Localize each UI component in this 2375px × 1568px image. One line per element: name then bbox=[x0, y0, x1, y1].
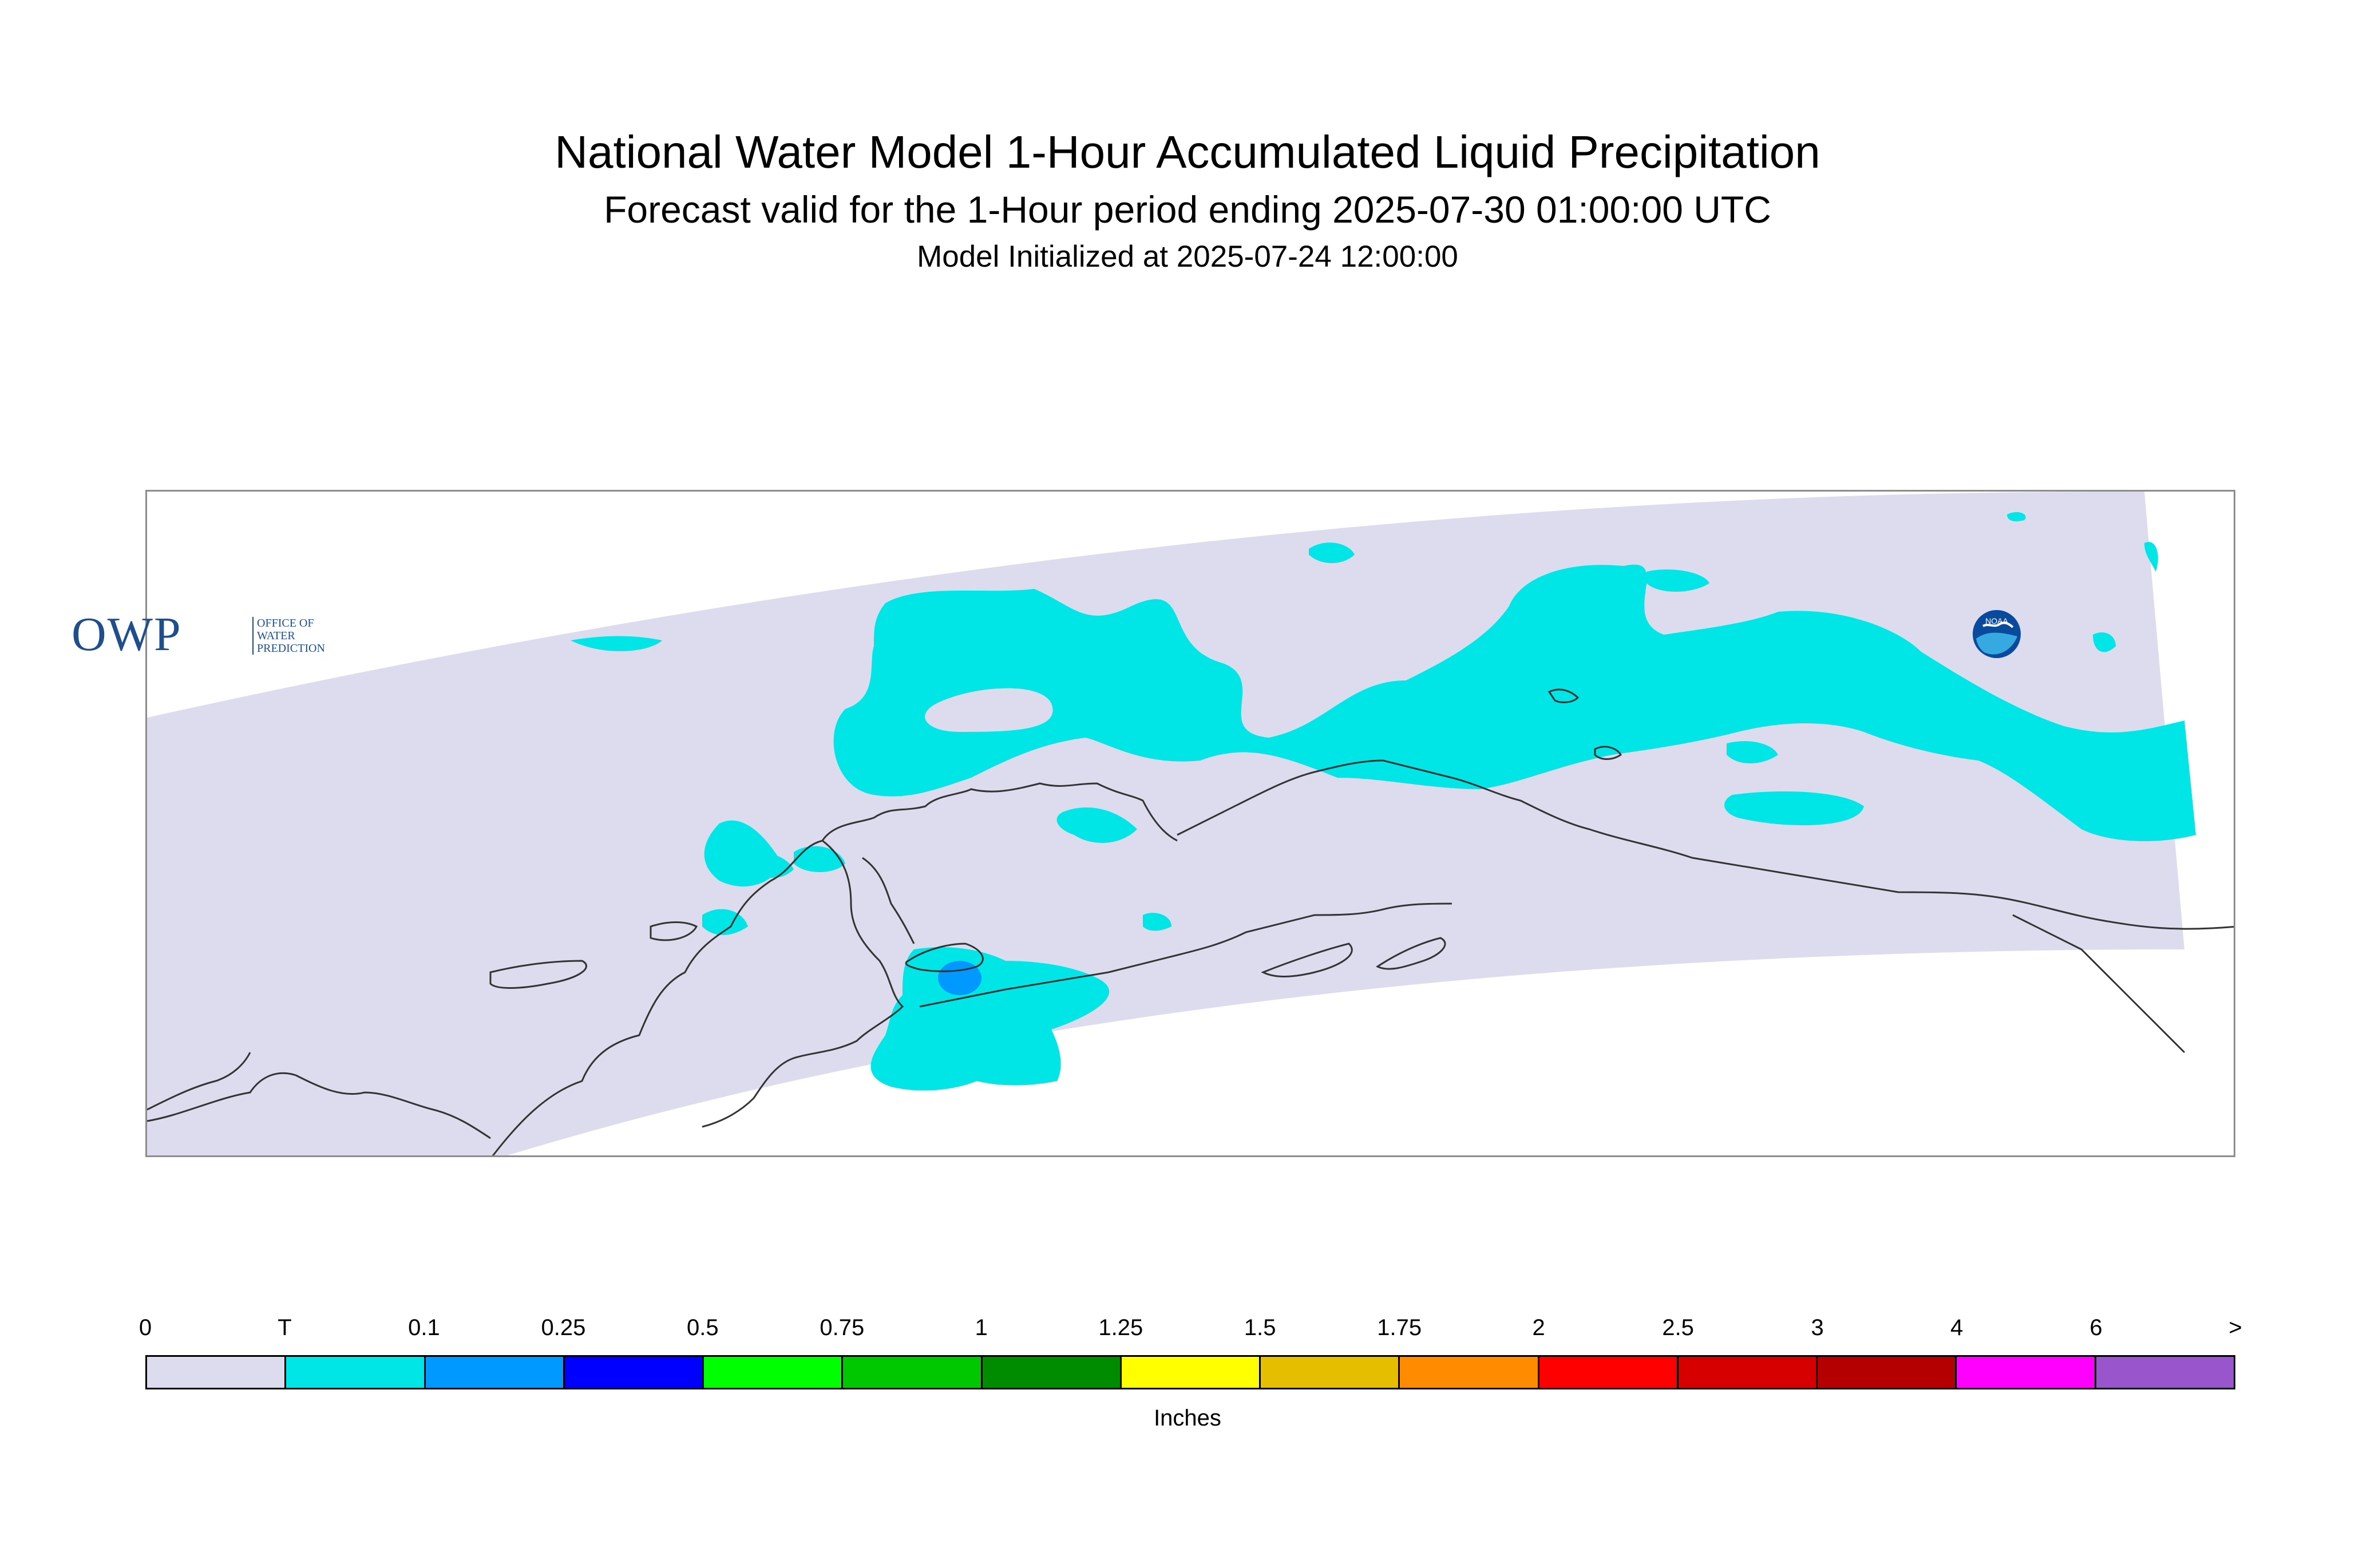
legend-swatch bbox=[843, 1357, 983, 1388]
coast-alaska-peninsula bbox=[919, 902, 1452, 1008]
map-panel bbox=[145, 490, 2235, 1157]
map-title: National Water Model 1-Hour Accumulated … bbox=[555, 126, 1820, 177]
legend-tick-label: T bbox=[278, 1315, 292, 1340]
legend-tick-label: 1.5 bbox=[1244, 1315, 1276, 1340]
legend-swatch bbox=[1121, 1357, 1261, 1388]
legend-swatch bbox=[286, 1357, 426, 1388]
trace-area-small-ne bbox=[2007, 512, 2026, 521]
coast-kodiak bbox=[1261, 943, 1353, 977]
trace-area-center-1 bbox=[1056, 807, 1137, 843]
trace-precip-areas bbox=[571, 512, 2196, 1091]
trace-area-east-2 bbox=[1724, 791, 1864, 826]
model-init-line: Model Initialized at 2025-07-24 12:00:00 bbox=[917, 240, 1458, 274]
legend-swatch bbox=[1539, 1357, 1679, 1388]
legend-swatch bbox=[1957, 1357, 2096, 1388]
coast-nunivak bbox=[650, 921, 698, 941]
legend-tick-label: 6 bbox=[2089, 1315, 2103, 1340]
coast-gulf-islands bbox=[1376, 937, 1446, 970]
legend-tick-label: 4 bbox=[1950, 1315, 1964, 1340]
coast-se-alaska bbox=[2012, 914, 2186, 1054]
legend-swatch bbox=[1400, 1357, 1539, 1388]
legend-swatch bbox=[982, 1357, 1122, 1388]
legend-tick-label: 1 bbox=[975, 1315, 988, 1340]
legend-tick-label: 0.5 bbox=[687, 1315, 719, 1340]
legend-tick-label: 2 bbox=[1532, 1315, 1545, 1340]
coast-south-central bbox=[1177, 759, 2234, 930]
map-canvas bbox=[147, 492, 2234, 1155]
owp-sub-line: WATER bbox=[257, 629, 295, 642]
legend-swatch bbox=[2096, 1357, 2234, 1388]
legend-tick-label: > bbox=[2228, 1315, 2242, 1340]
legend-tick-label: 0.25 bbox=[541, 1315, 586, 1340]
legend-tick-label: 0.75 bbox=[820, 1315, 865, 1340]
trace-area-north-central bbox=[833, 564, 2196, 841]
owp-logo-subtext: OFFICE OF WATER PREDICTION bbox=[252, 617, 366, 655]
legend-swatch bbox=[1261, 1357, 1400, 1388]
trace-area-ne-1 bbox=[925, 688, 1053, 732]
legend-colorbar bbox=[145, 1355, 2235, 1389]
trace-area-center-2 bbox=[1143, 913, 1171, 931]
legend-swatch bbox=[1818, 1357, 1957, 1388]
legend-tick-label: 0 bbox=[138, 1315, 152, 1340]
coast-kuskokwim-bay bbox=[862, 857, 915, 944]
svg-text:NOAA: NOAA bbox=[1985, 616, 2008, 625]
coast-lake-iliamna bbox=[905, 943, 984, 972]
owp-sub-line: OFFICE OF bbox=[257, 617, 314, 629]
trace-area-small-n bbox=[1309, 543, 1355, 563]
trace-area-west-2 bbox=[748, 853, 794, 878]
owp-logo-letters: OWP bbox=[72, 608, 182, 661]
legend-swatch bbox=[425, 1357, 565, 1388]
trace-area-far-ne bbox=[2144, 542, 2158, 572]
trace-area-small-n2 bbox=[1646, 569, 1709, 592]
legend-tick-label: 2.5 bbox=[1662, 1315, 1694, 1340]
coast-arctic-lake-1 bbox=[1547, 688, 1580, 703]
light-rain-area bbox=[938, 961, 981, 995]
coastlines bbox=[147, 688, 2234, 1155]
legend-swatch bbox=[704, 1357, 844, 1388]
legend-tick-label: 1.75 bbox=[1377, 1315, 1422, 1340]
trace-area-east-1 bbox=[1727, 741, 1778, 763]
owp-sub-line: PREDICTION bbox=[257, 642, 325, 655]
trace-area-kenai-cook bbox=[870, 947, 1110, 1091]
owp-logo: OWP OFFICE OF WATER PREDICTION bbox=[72, 608, 325, 664]
model-domain bbox=[147, 492, 2184, 1155]
noaa-logo: NOAA bbox=[1973, 610, 2021, 658]
trace-area-east-3 bbox=[2053, 783, 2139, 814]
coast-chukotka bbox=[147, 1052, 251, 1111]
coast-seward-peninsula bbox=[492, 782, 1178, 1155]
coast-siberia bbox=[147, 1072, 491, 1139]
trace-area-nw-strip bbox=[571, 636, 662, 651]
legend-swatch bbox=[1678, 1357, 1818, 1388]
legend-units-label: Inches bbox=[1154, 1405, 1221, 1431]
legend-swatch bbox=[564, 1357, 704, 1388]
trace-area-center-3 bbox=[794, 846, 845, 872]
coast-norton-sound bbox=[702, 840, 904, 1128]
legend-swatch bbox=[147, 1357, 287, 1388]
coast-arctic-lake-2 bbox=[1594, 746, 1622, 760]
coast-st-lawrence bbox=[489, 960, 587, 989]
forecast-valid-line: Forecast valid for the 1-Hour period end… bbox=[604, 188, 1771, 231]
legend-tick-label: 1.25 bbox=[1098, 1315, 1143, 1340]
legend-tick-label: 3 bbox=[1811, 1315, 1824, 1340]
trace-area-east-4 bbox=[2093, 632, 2116, 652]
legend-tick-label: 0.1 bbox=[408, 1315, 440, 1340]
